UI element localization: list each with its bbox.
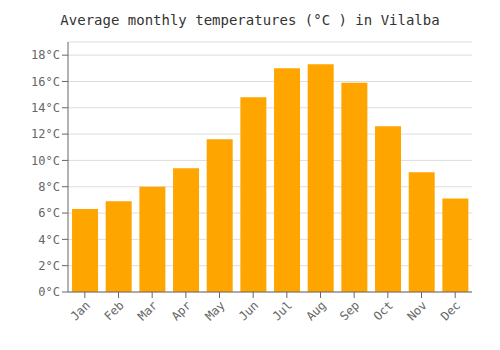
svg-text:10°C: 10°C — [31, 154, 60, 168]
svg-text:6°C: 6°C — [38, 206, 60, 220]
svg-text:Sep: Sep — [337, 298, 362, 323]
svg-text:8°C: 8°C — [38, 180, 60, 194]
svg-text:Mar: Mar — [135, 298, 160, 323]
svg-text:Aug: Aug — [303, 298, 328, 323]
svg-text:Jul: Jul — [270, 298, 295, 323]
svg-text:Nov: Nov — [404, 298, 429, 323]
svg-text:Jun: Jun — [236, 298, 261, 323]
svg-text:Apr: Apr — [169, 298, 194, 323]
svg-text:May: May — [202, 298, 227, 323]
svg-text:Dec: Dec — [438, 298, 463, 323]
svg-text:2°C: 2°C — [38, 259, 60, 273]
svg-text:14°C: 14°C — [31, 101, 60, 115]
svg-text:18°C: 18°C — [31, 48, 60, 62]
svg-text:0°C: 0°C — [38, 285, 60, 299]
html-text:Average monthly temperatures (: Average monthly temperatures (°C ) in Vi… — [60, 12, 440, 28]
svg-text:Feb: Feb — [101, 298, 126, 323]
svg-text:4°C: 4°C — [38, 233, 60, 247]
svg-text:12°C: 12°C — [31, 127, 60, 141]
svg-text:Oct: Oct — [371, 298, 396, 323]
svg-text:16°C: 16°C — [31, 75, 60, 89]
svg-text:Jan: Jan — [68, 298, 93, 323]
